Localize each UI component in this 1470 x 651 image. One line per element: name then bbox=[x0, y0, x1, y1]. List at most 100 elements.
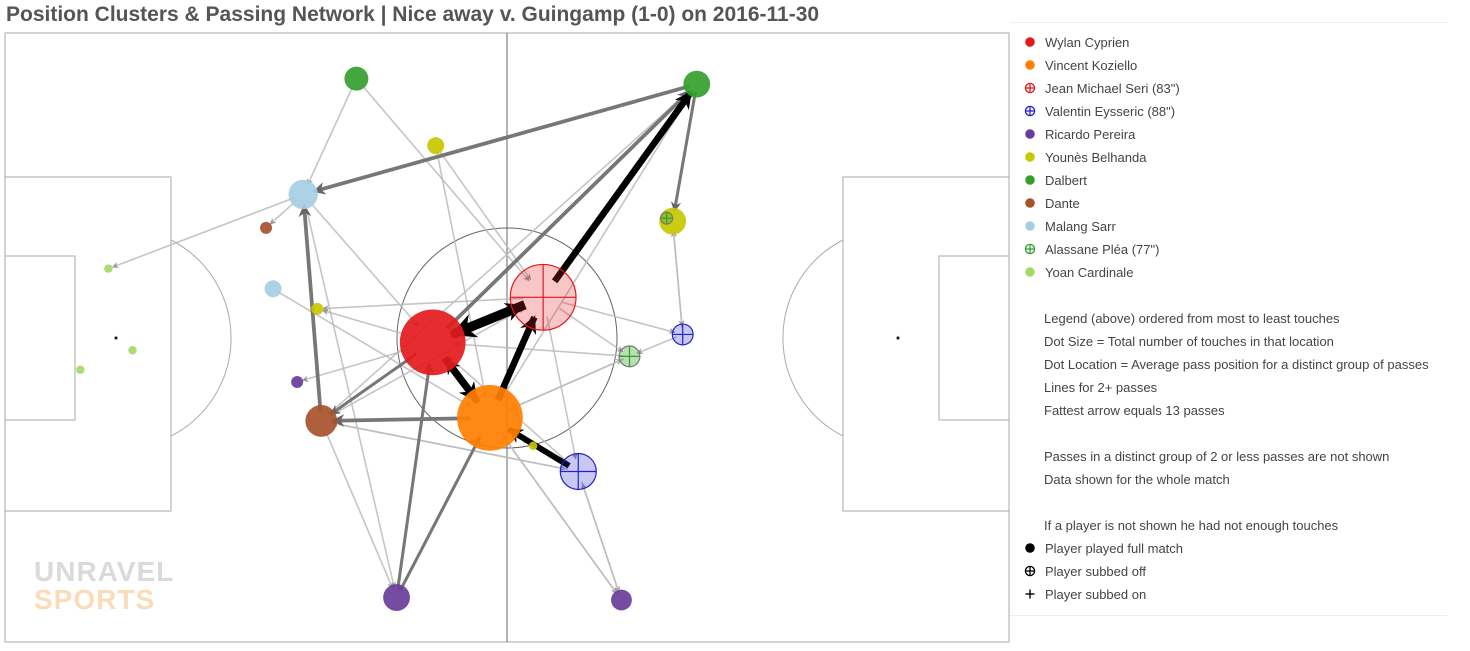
legend-item: Dante bbox=[1024, 195, 1080, 213]
dot-sarr_2 bbox=[264, 280, 282, 298]
dot-belhanda_3 bbox=[311, 302, 324, 315]
pass-arrow-dante_1-to-dalbert_1 bbox=[327, 90, 690, 416]
crossed-circle-icon bbox=[1024, 565, 1036, 577]
legend-note: Lines for 2+ passes bbox=[1044, 380, 1158, 395]
pass-arrow-sarr_1-to-cardinale_1 bbox=[112, 196, 296, 268]
pass-arrow-eysseric_1-to-koziello_1 bbox=[506, 426, 571, 469]
pass-arrow-eysseric_1-to-dante_1 bbox=[331, 421, 568, 471]
legend-marker-icon bbox=[1024, 105, 1036, 117]
player-dot-plea_1 bbox=[618, 345, 641, 368]
legend-item: Vincent Koziello bbox=[1024, 57, 1137, 75]
dot-dante_2 bbox=[260, 221, 273, 234]
dot-cardinale_3 bbox=[76, 365, 85, 375]
legend-marker-icon bbox=[1024, 243, 1036, 255]
pass-arrow-cyprien_1-to-dante_1 bbox=[329, 352, 418, 416]
pass-arrow-dalbert_1-to-koziello_1 bbox=[500, 90, 694, 400]
logo-line-2: SPORTS bbox=[34, 584, 156, 615]
centre-circle bbox=[396, 227, 618, 449]
player-dot-cardinale_2 bbox=[128, 346, 137, 355]
left-penalty-spot bbox=[113, 335, 119, 341]
legend-note: Legend (above) ordered from most to leas… bbox=[1044, 311, 1340, 326]
dot-belhanda_4 bbox=[528, 441, 538, 451]
legend-marker-icon bbox=[1024, 197, 1036, 209]
pass-arrow-seri_1-to-eysseric_2 bbox=[561, 301, 676, 334]
legend-marker-icon bbox=[1024, 151, 1036, 163]
player-dot-dante_2 bbox=[260, 221, 273, 234]
legend-marker-icon bbox=[1024, 220, 1036, 232]
right-six-yard-box bbox=[938, 255, 1010, 421]
dot-pereira_2 bbox=[611, 589, 632, 611]
pass-arrow-pereira_1-to-cyprien_1 bbox=[396, 362, 434, 590]
player-dot-belhanda_4 bbox=[528, 441, 538, 451]
pass-arrow-dalbert_2-to-sarr_1 bbox=[306, 84, 355, 186]
pitch-chart bbox=[4, 32, 1010, 643]
legend-key-item: Player subbed off bbox=[1024, 563, 1146, 581]
pass-arrow-plea_1-to-cyprien_1 bbox=[453, 341, 624, 357]
legend-item: Jean Michael Seri (83") bbox=[1024, 80, 1180, 98]
legend-note: Passes in a distinct group of 2 or less … bbox=[1044, 449, 1390, 464]
legend-item: Younès Belhanda bbox=[1024, 149, 1146, 167]
legend-marker-icon bbox=[1024, 36, 1036, 48]
right-penalty-spot bbox=[895, 335, 901, 341]
dot-dante_1 bbox=[305, 405, 338, 437]
dot-sarr_1 bbox=[288, 179, 318, 210]
right-penalty-area bbox=[842, 176, 1010, 512]
legend-item: Dalbert bbox=[1024, 172, 1087, 190]
player-dot-belhanda_2 bbox=[427, 137, 445, 155]
legend-key-item: Player subbed on bbox=[1024, 586, 1146, 604]
legend: Wylan Cyprien Vincent Koziello Jean Michae… bbox=[1010, 22, 1447, 616]
legend-label: Dante bbox=[1045, 196, 1080, 211]
legend-note: Fattest arrow equals 13 passes bbox=[1044, 403, 1225, 418]
player-dot-pereira_3 bbox=[291, 375, 304, 388]
logo-line-1: UNRAVEL bbox=[34, 556, 175, 587]
pass-arrow-eysseric_2-to-plea_1 bbox=[636, 336, 678, 355]
player-dot-plea_2 bbox=[660, 211, 674, 225]
player-dot-belhanda_1 bbox=[659, 207, 687, 235]
player-dot-dalbert_2 bbox=[344, 66, 369, 91]
player-dot-eysseric_2 bbox=[671, 323, 694, 346]
pass-arrow-koziello_1-to-seri_1 bbox=[494, 315, 538, 402]
left-penalty-area bbox=[4, 176, 172, 512]
legend-note: Dot Size = Total number of touches in th… bbox=[1044, 334, 1334, 349]
legend-key-item: Player played full match bbox=[1024, 540, 1183, 558]
dot-dalbert_1 bbox=[683, 70, 711, 98]
legend-marker-icon bbox=[1024, 82, 1036, 94]
pass-arrow-seri_1-to-dalbert_1 bbox=[551, 90, 694, 284]
legend-key-label: Player subbed on bbox=[1045, 587, 1147, 602]
player-dot-koziello_1 bbox=[457, 385, 523, 451]
brand-logo: UNRAVEL SPORTS bbox=[34, 558, 174, 614]
pass-arrow-cyprien_1-to-dalbert_1 bbox=[445, 89, 691, 330]
dot-belhanda_1 bbox=[659, 207, 687, 235]
dot-cyprien_1 bbox=[399, 309, 466, 376]
player-dots bbox=[76, 66, 711, 611]
pass-arrow-plea_1-to-koziello_1 bbox=[509, 358, 625, 410]
legend-note: Dot Location = Average pass position for… bbox=[1044, 357, 1429, 372]
player-dot-eysseric_1 bbox=[559, 452, 597, 491]
legend-label: Younès Belhanda bbox=[1045, 150, 1147, 165]
legend-item: Alassane Pléa (77") bbox=[1024, 241, 1159, 259]
dot-koziello_1 bbox=[457, 385, 523, 451]
pass-arrow-dalbert_1-to-belhanda_1 bbox=[670, 91, 697, 213]
player-dot-cardinale_1 bbox=[104, 264, 113, 273]
dot-icon bbox=[1024, 542, 1036, 554]
player-dot-pereira_2 bbox=[611, 589, 632, 611]
pass-arrow-sarr_2-to-koziello_1 bbox=[277, 290, 472, 408]
legend-marker-icon bbox=[1024, 128, 1036, 140]
dot-cardinale_2 bbox=[128, 346, 137, 355]
pass-arrow-koziello_1-to-dante_1 bbox=[331, 414, 471, 427]
left-six-yard-box bbox=[4, 255, 76, 421]
pass-arrow-dalbert_1-to-sarr_1 bbox=[312, 84, 690, 195]
pass-arrow-sarr_1-to-dante_2 bbox=[269, 199, 298, 225]
pass-arrow-seri_1-to-eysseric_1 bbox=[546, 316, 578, 460]
legend-label: Jean Michael Seri (83") bbox=[1045, 81, 1180, 96]
player-dot-pereira_1 bbox=[383, 584, 410, 611]
pass-arrow-belhanda_1-to-eysseric_2 bbox=[672, 229, 685, 327]
player-dot-sarr_1 bbox=[288, 179, 318, 210]
legend-item: Yoan Cardinale bbox=[1024, 264, 1133, 282]
legend-label: Dalbert bbox=[1045, 173, 1087, 188]
pass-arrow-pereira_1-to-koziello_1 bbox=[398, 436, 482, 592]
pass-arrow-cyprien_1-to-pereira_3 bbox=[301, 347, 415, 382]
pass-arrow-belhanda_2-to-seri_1 bbox=[438, 149, 532, 281]
legend-label: Wylan Cyprien bbox=[1045, 35, 1130, 50]
dot-belhanda_2 bbox=[427, 137, 445, 155]
